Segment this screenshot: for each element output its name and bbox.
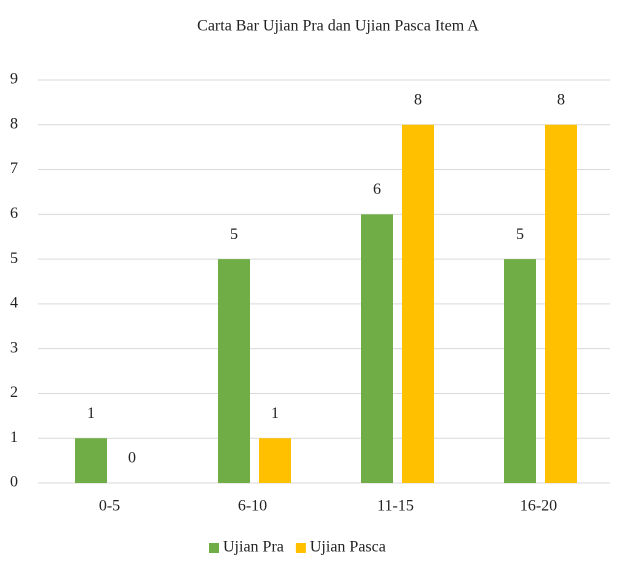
- x-tick-label: 0-5: [99, 498, 120, 515]
- legend-label: Ujian Pra: [223, 539, 284, 556]
- y-tick-label: 6: [10, 205, 18, 222]
- y-tick-label: 4: [10, 295, 18, 312]
- bar: [259, 438, 291, 483]
- x-tick-label: 16-20: [520, 498, 557, 515]
- bar: [504, 259, 536, 483]
- data-label: 6: [373, 181, 381, 198]
- bar: [75, 438, 107, 483]
- y-tick-label: 9: [10, 71, 18, 88]
- y-tick-label: 5: [10, 250, 18, 267]
- x-tick-label: 6-10: [238, 498, 267, 515]
- data-label: 8: [557, 91, 565, 108]
- legend-swatch: [295, 543, 306, 553]
- bar: [402, 124, 434, 484]
- y-tick-label: 8: [10, 115, 18, 132]
- data-label: 8: [414, 91, 422, 108]
- y-tick-label: 1: [10, 429, 18, 446]
- bar: [545, 124, 577, 484]
- bar: [218, 259, 250, 483]
- y-tick-label: 3: [10, 339, 18, 356]
- y-tick-label: 7: [10, 160, 18, 177]
- legend-swatch: [209, 543, 219, 553]
- data-label: 1: [271, 405, 279, 422]
- y-tick-label: 0: [10, 474, 18, 491]
- data-label: 5: [516, 226, 524, 243]
- y-tick-label: 2: [10, 384, 18, 401]
- data-label: 5: [230, 226, 238, 243]
- bar: [361, 214, 393, 484]
- legend-label: Ujian Pasca: [310, 539, 386, 556]
- x-tick-label: 11-15: [377, 498, 414, 515]
- data-label: 0: [128, 450, 136, 467]
- data-label: 1: [87, 405, 95, 422]
- chart-title: Carta Bar Ujian Pra dan Ujian Pasca Item…: [197, 18, 479, 35]
